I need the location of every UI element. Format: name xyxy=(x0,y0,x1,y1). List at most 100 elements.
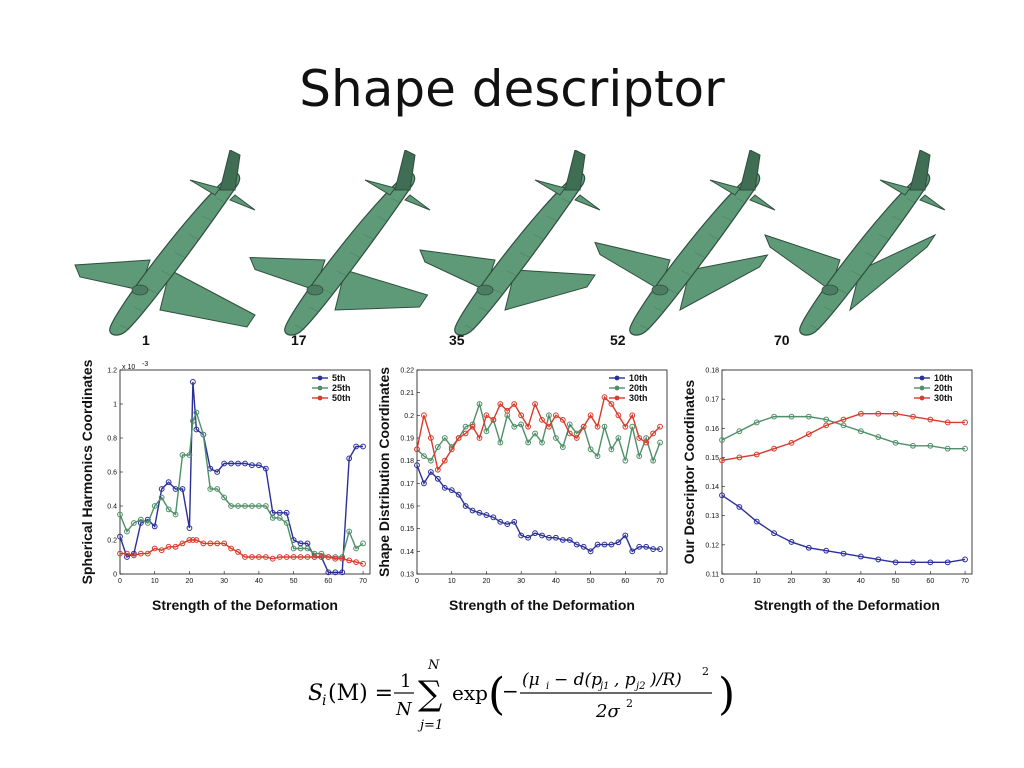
legend-marker xyxy=(614,385,620,391)
data-point xyxy=(311,550,318,557)
data-point xyxy=(360,540,366,547)
data-point xyxy=(476,509,483,516)
data-point xyxy=(962,419,968,426)
data-point xyxy=(910,413,916,420)
data-point xyxy=(228,545,235,552)
data-point xyxy=(427,457,434,464)
data-point xyxy=(228,460,235,467)
formula-lhs: S xyxy=(308,681,323,706)
x-tick-label: 40 xyxy=(857,578,865,585)
airplane-shape xyxy=(764,149,946,336)
data-point xyxy=(414,462,420,469)
deformation-label: 52 xyxy=(610,332,626,348)
data-point xyxy=(650,457,657,464)
data-point xyxy=(573,435,580,441)
data-point xyxy=(788,413,795,420)
data-point xyxy=(608,541,615,548)
x-tick-label: 70 xyxy=(359,578,367,585)
data-point xyxy=(840,550,847,557)
data-point xyxy=(875,556,882,563)
data-point xyxy=(214,486,221,492)
data-point xyxy=(532,401,538,407)
data-point xyxy=(144,520,151,526)
formula-den-square: 2 xyxy=(626,697,633,710)
data-point xyxy=(325,569,332,576)
legend-marker xyxy=(614,395,620,401)
data-point xyxy=(594,541,601,548)
formula-minus: − xyxy=(502,679,519,703)
plot-area xyxy=(721,369,973,575)
legend-label: 50th xyxy=(332,393,351,403)
series-line xyxy=(416,464,661,553)
airplane-model: 70 xyxy=(760,149,950,350)
data-point xyxy=(608,446,615,453)
legend-label: 30th xyxy=(629,393,648,403)
chart-shape-distribution: 0 10 20 30 40 50 60 70 0.13 0.14 0.15 0.16 0.17 0.18 0… xyxy=(375,362,675,622)
data-point xyxy=(242,554,248,560)
slide-title: Shape descriptor xyxy=(299,60,725,118)
formula-paren-open: ( xyxy=(488,669,505,720)
data-point xyxy=(276,554,283,560)
x-tick-label: 50 xyxy=(587,578,595,585)
formula-num-part: , p xyxy=(614,670,636,690)
data-point xyxy=(353,545,360,552)
data-point xyxy=(165,479,172,486)
formula-inner-numerator: (μ i − d(p j1 , p j2 )/R) 2 xyxy=(522,665,709,692)
data-point xyxy=(242,460,248,467)
data-point xyxy=(580,543,587,550)
plot-area xyxy=(416,369,668,575)
data-point xyxy=(193,426,200,433)
y-tick-label: 0.8 xyxy=(107,436,117,443)
x-tick-label: 60 xyxy=(926,578,934,585)
data-point xyxy=(608,401,615,407)
legend-label: 25th xyxy=(332,383,351,393)
data-point xyxy=(179,486,186,492)
data-point xyxy=(771,530,777,537)
deformation-label: 1 xyxy=(142,332,150,348)
airplane-model: 1 xyxy=(70,149,260,350)
legend-label: 10th xyxy=(934,373,953,383)
data-point xyxy=(518,412,525,419)
x-tick-label: 70 xyxy=(656,578,664,585)
x-tick-label: 60 xyxy=(621,578,629,585)
data-point xyxy=(346,528,353,535)
legend-marker xyxy=(317,385,323,391)
data-point xyxy=(771,413,777,420)
y-tick-label: 0.13 xyxy=(400,572,414,579)
chart-svg: 0 10 20 30 40 50 60 70 0 0.2 0.4 0.6 0.8 1 1.2 x 10 -3 5t… xyxy=(79,359,371,613)
data-point xyxy=(753,451,760,458)
data-point xyxy=(511,423,518,430)
data-point xyxy=(587,446,594,453)
data-point xyxy=(823,416,830,423)
data-point xyxy=(221,494,228,501)
data-point xyxy=(124,528,130,535)
data-point xyxy=(276,515,283,521)
data-point xyxy=(414,446,420,453)
y-tick-label: 0.16 xyxy=(400,504,414,511)
data-point xyxy=(490,416,497,423)
x-tick-label: 0 xyxy=(118,578,122,585)
data-point xyxy=(476,401,483,407)
data-point xyxy=(518,532,525,539)
y-tick-label: 0.18 xyxy=(400,458,414,465)
data-point xyxy=(629,548,636,555)
y-tick-label: 0.13 xyxy=(705,513,719,520)
data-point xyxy=(283,554,290,560)
y-tick-label: 0.2 xyxy=(404,413,414,420)
data-point xyxy=(455,435,462,441)
x-tick-label: 0 xyxy=(415,578,419,585)
formula-num-part: − d(p xyxy=(554,670,602,690)
data-point xyxy=(719,492,725,499)
x-tick-label: 20 xyxy=(788,578,796,585)
data-point xyxy=(552,412,559,419)
data-point xyxy=(151,523,158,530)
data-point xyxy=(875,410,882,417)
data-point xyxy=(332,569,339,576)
data-point xyxy=(944,445,951,452)
data-point xyxy=(552,534,559,541)
data-point xyxy=(179,540,186,547)
data-point xyxy=(615,539,622,546)
y-tick-label: 0.19 xyxy=(400,436,414,443)
data-point xyxy=(242,503,248,509)
data-point xyxy=(228,503,235,509)
